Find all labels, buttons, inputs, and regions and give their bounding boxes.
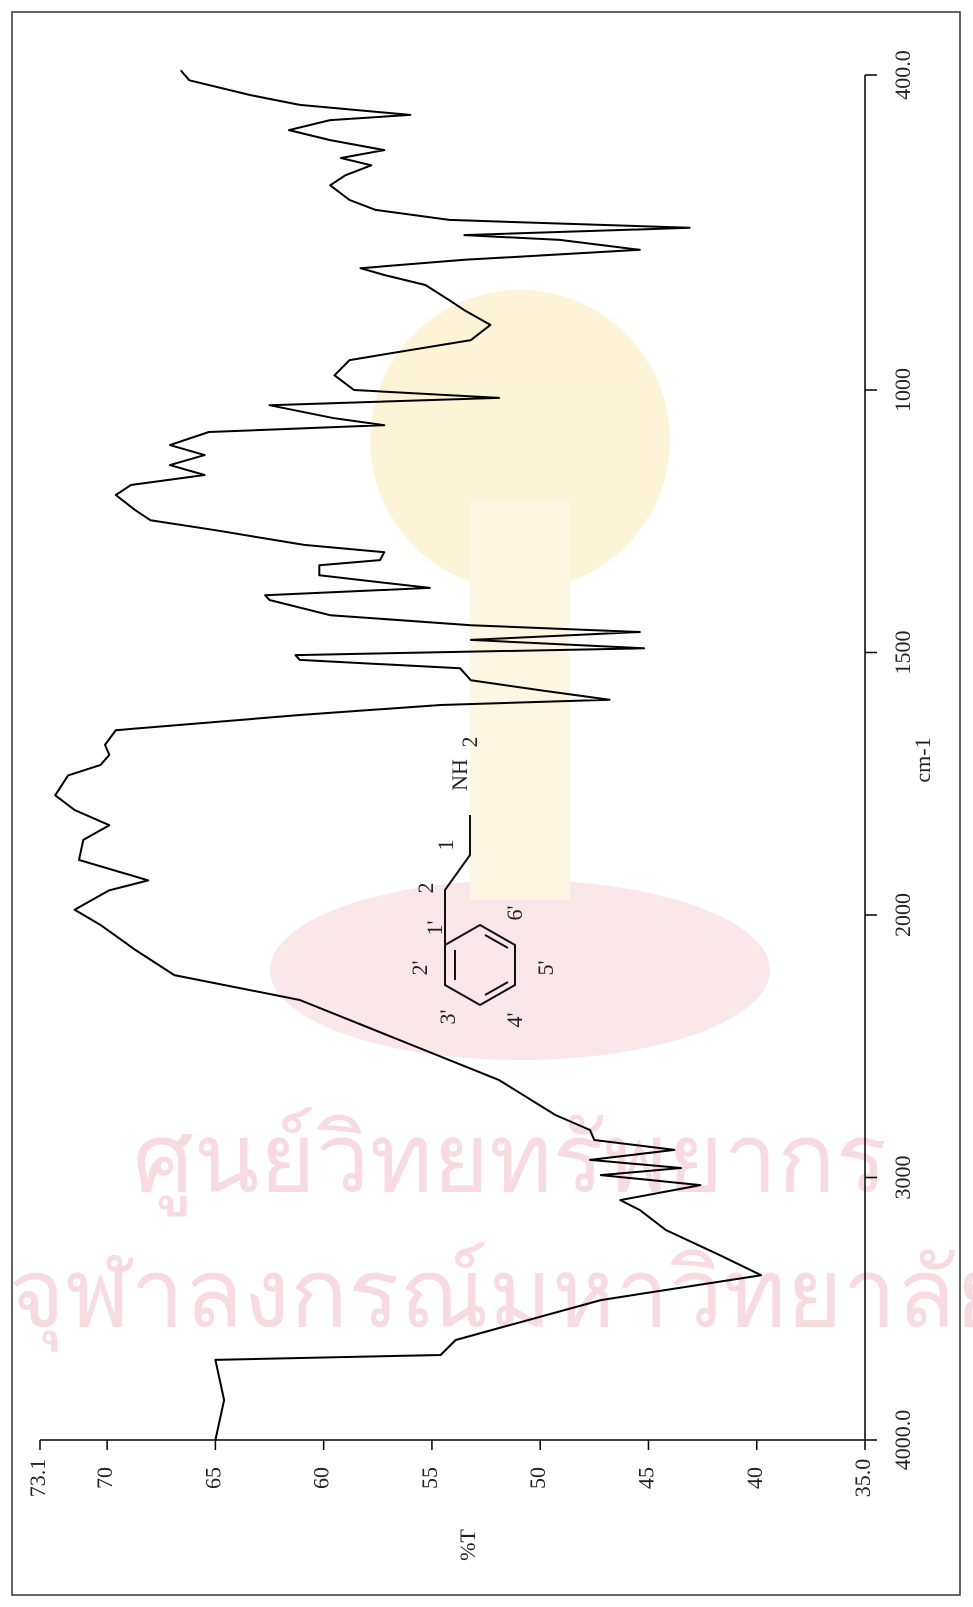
y-tick-label: 70 [92,1467,117,1489]
frame [11,11,961,1596]
structure-label: 1' [422,920,447,935]
x-tick-label: 1000 [890,368,915,412]
structure-label: 6' [502,905,527,920]
y-axis-label: %T [455,1529,480,1561]
y-tick-label: 60 [309,1467,334,1489]
x-tick-label: 400.0 [890,50,915,100]
logo-watermark [270,290,770,1060]
y-tick-label: 40 [742,1467,767,1489]
y-tick-label: 65 [200,1467,225,1489]
structure-label: 2 [457,737,482,748]
structure-label: NH [447,759,472,791]
x-tick-label: 2000 [890,893,915,937]
structure-label: 1 [433,840,458,851]
x-tick-label: 4000.0 [890,1410,915,1471]
y-tick-label: 73.1 [25,1459,50,1498]
spectrum-line [54,69,763,1441]
structure-label: 4' [502,1012,527,1027]
y-tick-label: 50 [525,1467,550,1489]
x-tick-label: 1500 [890,631,915,675]
x-tick-label: 3000 [890,1156,915,1200]
structure [444,815,516,1007]
y-tick-label: 35.0 [850,1459,875,1498]
structure-label: 2 [413,883,438,894]
watermark-line: จุฬาลงกรณ์มหาวิทยาลัย [8,1237,973,1352]
structure-label: 3' [435,1009,460,1024]
y-tick-label: 45 [634,1467,659,1489]
structure-label: 5' [533,960,558,975]
structure-label: 2' [407,960,432,975]
x-axis-label: cm-1 [910,737,935,782]
y-tick-label: 55 [417,1467,442,1489]
watermark-line: ศูนย์วิทยทรัพยากร [133,1102,887,1216]
